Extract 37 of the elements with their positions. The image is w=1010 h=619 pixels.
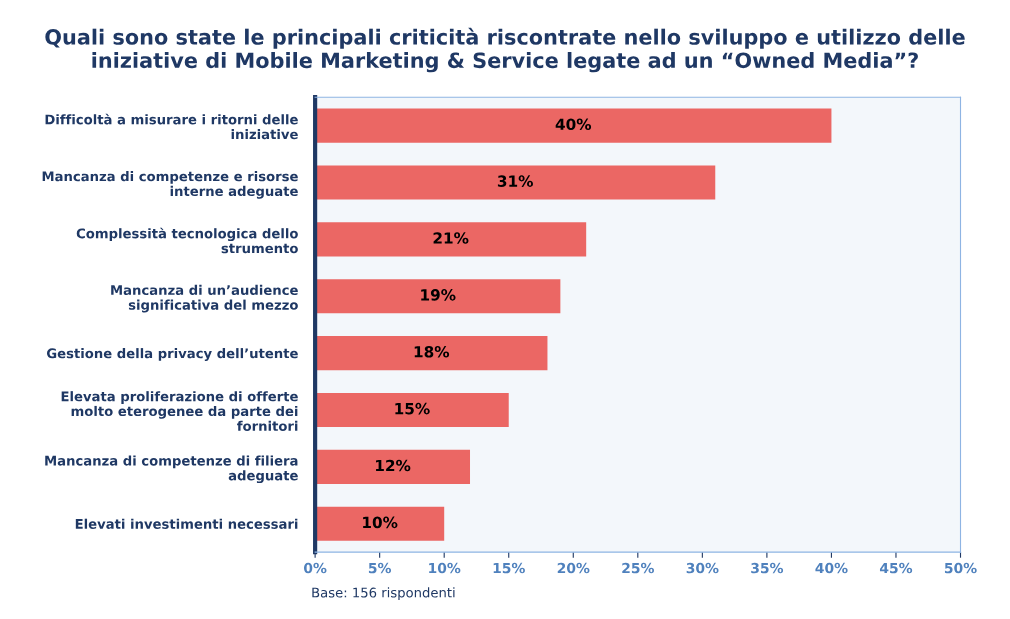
y-tick-label: Complessità tecnologica dello strumento [76,227,298,254]
x-tick-label: 20% [557,562,590,574]
x-tick-label: 15% [493,562,525,574]
data-label: 18% [414,345,450,358]
bar [315,108,832,143]
x-tick-label: 45% [879,562,913,574]
bar [315,279,561,314]
data-label: 15% [395,402,430,415]
text: Base: 156 rispondenti [312,587,455,601]
chart-title: Quali sono state le principali criticità riscontrate nello sviluppo e utilizzo delle iniziative di Mobile Marketing & Service legate ad un “Owned Media”? [45,27,965,73]
y-tick-label: Mancanza di un’audience significativa del mezzo [111,284,298,313]
data-label: 31% [497,175,533,187]
x-tick-label: 40% [815,562,848,574]
x-tick-label: 50% [944,562,977,574]
y-tick-label: Mancanza di competenze di filiera adeguate [45,455,298,484]
bar [315,392,509,428]
bar [315,165,716,200]
y-tick-label: Elevata proliferazione di offerte molto eterogenee da parte dei fornitori [61,391,298,431]
data-label: 12% [376,459,411,472]
x-tick-label: 5% [368,562,392,574]
x-tick-label: 10% [429,562,461,574]
y-tick-label: Difficoltà a misurare i ritorni delle iniziative [45,113,298,140]
y-tick-label: Elevati investimenti necessari [75,518,298,529]
bar [315,336,548,371]
x-tick-label: 35% [751,562,784,574]
x-tick-label: 25% [622,562,654,574]
bar [315,449,471,484]
data-label: 21% [433,232,469,244]
x-tick-label: 30% [686,562,719,574]
data-label: 19% [421,289,456,301]
data-label: 10% [363,516,398,529]
y-tick-label: Gestione della privacy dell’utente [46,348,298,361]
bar [315,222,587,257]
y-tick-label: Mancanza di competenze e risorse interne adeguate [42,171,298,199]
data-label: 40% [555,118,592,131]
bar [315,506,445,541]
x-tick-label: 0% [303,562,327,574]
